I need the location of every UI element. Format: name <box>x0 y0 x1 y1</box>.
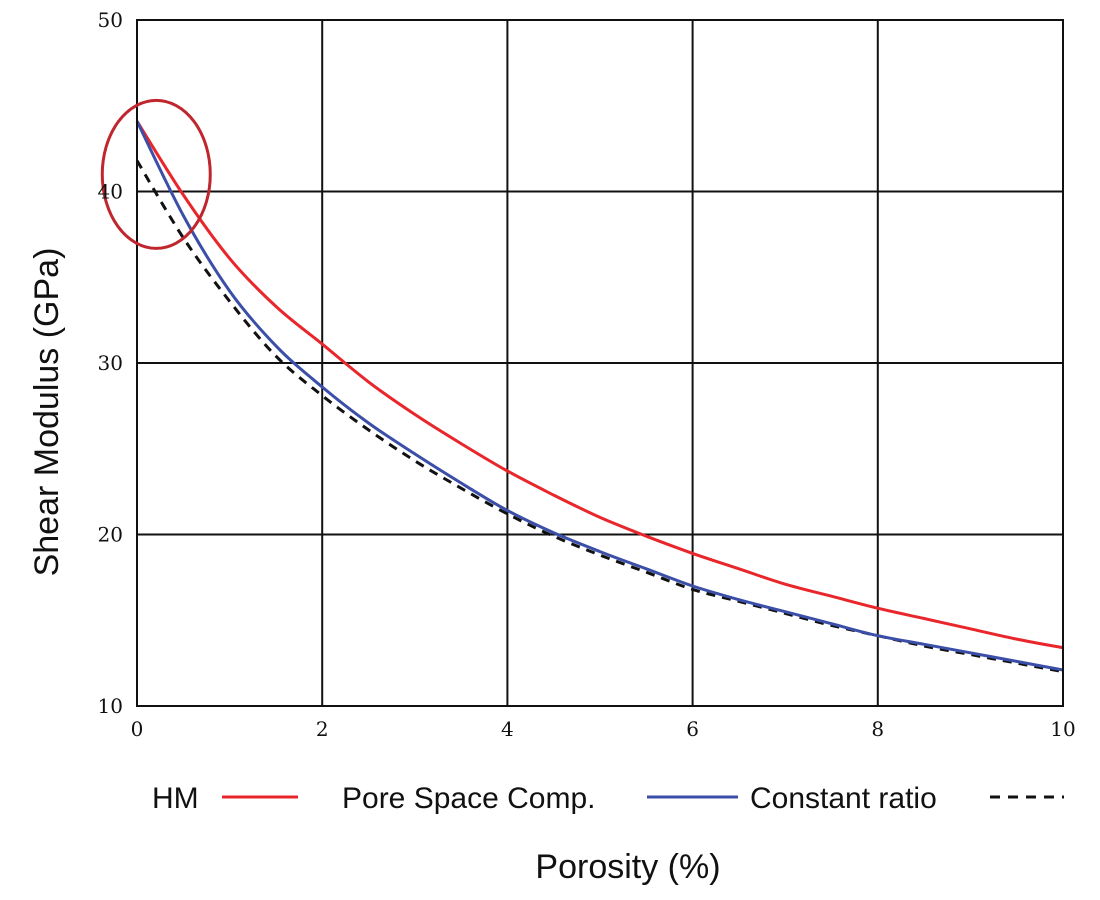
y-tick-label: 20 <box>98 523 123 547</box>
x-tick-label: 0 <box>131 717 144 741</box>
y-axis-title: Shear Modulus (GPa) <box>28 248 66 577</box>
grid <box>136 19 1064 707</box>
series-line-constant-ratio <box>135 159 1064 674</box>
y-tick-label: 50 <box>98 8 123 32</box>
legend: HM Pore Space Comp. Constant ratio <box>152 782 1064 815</box>
y-tick-label: 40 <box>98 180 123 204</box>
legend-label-constant-ratio: Constant ratio <box>750 782 937 815</box>
x-axis-title: Porosity (%) <box>535 848 720 886</box>
y-tick-label: 10 <box>98 694 123 718</box>
x-tick-label: 8 <box>871 717 884 741</box>
tick-labels: 0 2 4 6 8 10 10 20 30 40 50 <box>98 8 1076 741</box>
highlight-ellipse <box>100 98 212 250</box>
legend-label-hm: HM <box>152 782 199 815</box>
x-tick-label: 2 <box>316 717 329 741</box>
series-line-pore-space-comp <box>135 120 1064 672</box>
y-tick-label: 30 <box>98 351 123 375</box>
plot-area-frame <box>136 19 1064 707</box>
x-tick-label: 6 <box>686 717 699 741</box>
annotations <box>100 98 212 250</box>
series-lines <box>135 120 1064 674</box>
x-tick-label: 4 <box>501 717 514 741</box>
legend-label-pore-space: Pore Space Comp. <box>342 782 595 815</box>
x-tick-label: 10 <box>1050 717 1075 741</box>
series-line-hm <box>135 120 1064 650</box>
